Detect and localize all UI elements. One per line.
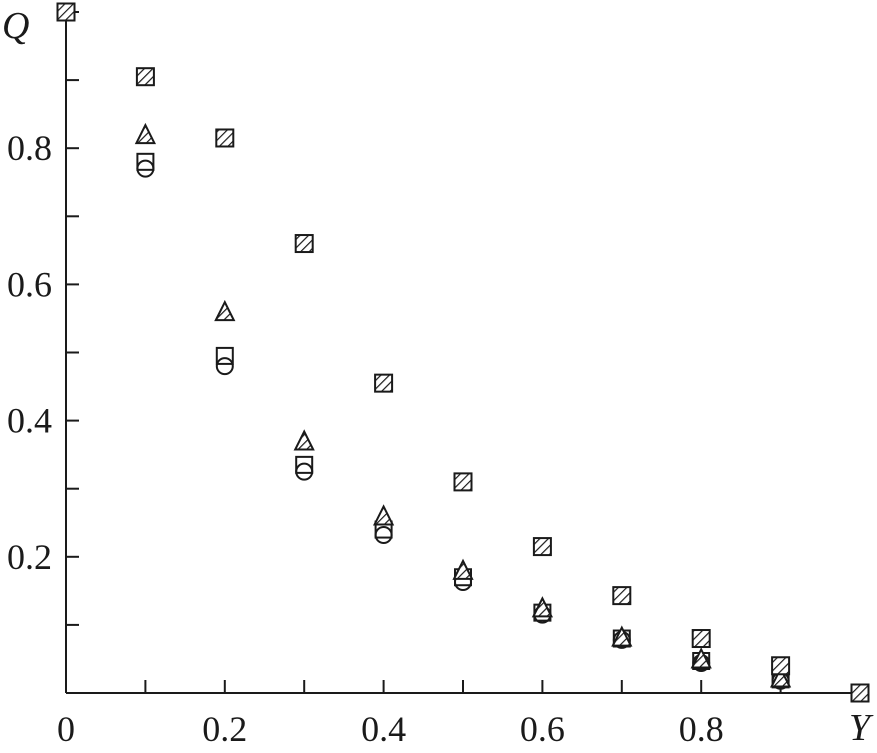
open-circle-point bbox=[295, 462, 314, 481]
hatched-square-point bbox=[56, 2, 76, 22]
hatched-square-point bbox=[771, 656, 791, 676]
hatched-square-point bbox=[374, 373, 394, 393]
open-square-point bbox=[136, 152, 155, 171]
hatched-triangle-point bbox=[611, 625, 633, 647]
y-tick-label: 0.2 bbox=[7, 537, 52, 577]
open-square-point bbox=[295, 455, 314, 474]
hatched-triangle-point bbox=[769, 666, 792, 688]
open-circle-point bbox=[215, 357, 234, 376]
y-tick-label: 0.8 bbox=[7, 128, 52, 168]
open-circle-point bbox=[136, 159, 155, 178]
x-tick-label: 0.2 bbox=[202, 709, 247, 749]
hatched-square-point bbox=[453, 472, 473, 492]
tick-labels: 0 0.2 0.4 0.6 0.8 0.2 0.4 0.6 0.8 bbox=[7, 128, 724, 749]
y-tick-label: 0.4 bbox=[7, 401, 52, 441]
hatched-triangle-point bbox=[372, 504, 395, 526]
hatched-triangle-point bbox=[690, 647, 712, 669]
hatched-triangle-point bbox=[134, 122, 157, 145]
hatched-square-point bbox=[294, 234, 314, 254]
x-tick-label: 0.6 bbox=[520, 709, 565, 749]
tick-marks bbox=[66, 11, 782, 693]
y-tick-label: 0.6 bbox=[7, 264, 52, 304]
x-tick-label: 0.8 bbox=[679, 709, 724, 749]
open-square-point bbox=[215, 346, 234, 365]
hatched-triangle-point bbox=[293, 429, 315, 451]
hatched-square-point bbox=[215, 128, 235, 148]
hatched-triangle-point bbox=[452, 558, 474, 580]
y-axis-title: Q bbox=[2, 5, 29, 47]
hatched-triangle-point bbox=[531, 596, 554, 618]
open-circle-point bbox=[374, 526, 393, 545]
x-tick-label: 0.4 bbox=[361, 709, 406, 749]
hatched-square-point bbox=[135, 67, 155, 87]
x-tick-label: 0 bbox=[57, 709, 75, 749]
hatched-triangle-point bbox=[214, 299, 236, 322]
x-axis-title: Y bbox=[849, 707, 874, 749]
hatched-square-point bbox=[532, 537, 552, 557]
data-markers bbox=[56, 2, 870, 703]
hatched-square-point bbox=[612, 586, 632, 606]
hatched-square-point bbox=[691, 629, 711, 649]
hatched-square-point bbox=[850, 683, 870, 703]
